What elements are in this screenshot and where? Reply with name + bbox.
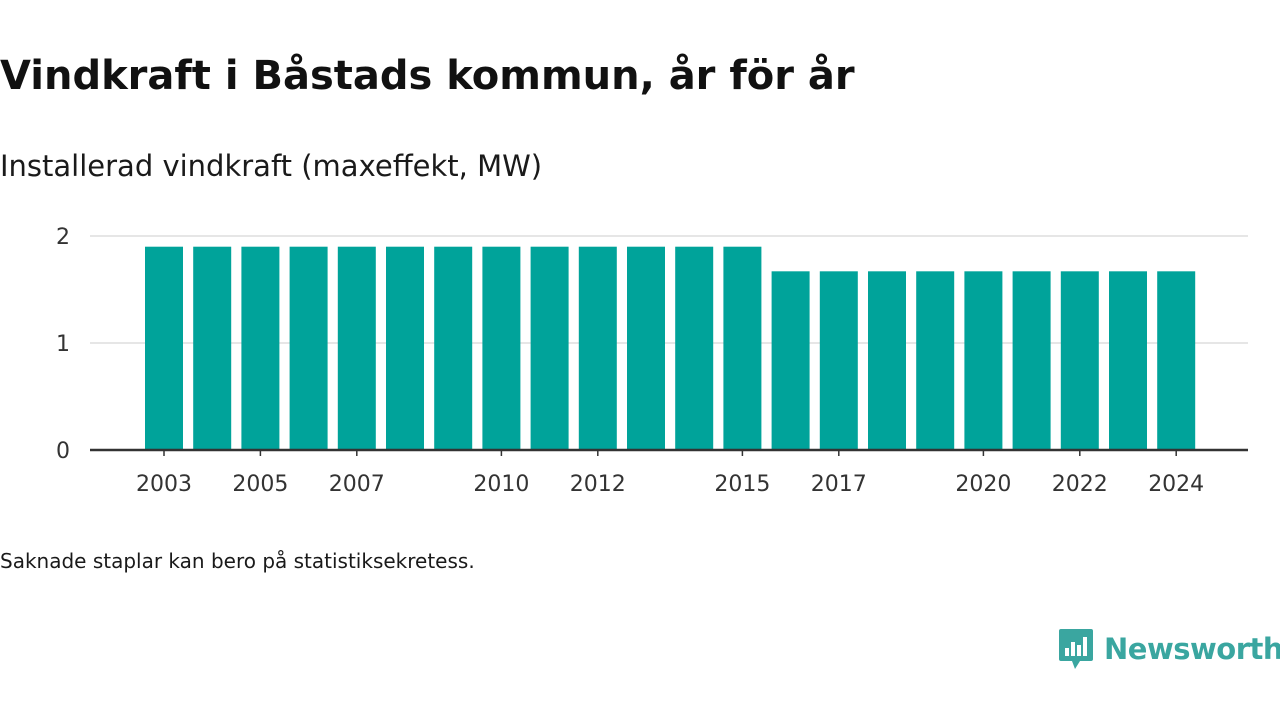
bar xyxy=(530,246,569,450)
bar xyxy=(289,246,328,450)
chart-title: Vindkraft i Båstads kommun, år för år xyxy=(0,53,855,99)
bar xyxy=(771,271,810,450)
bar-chart: 0 1 2 2003 2005 2007 2010 2012 2015 2017 2020 2022 2… xyxy=(56,225,1248,497)
brand-logo: Newsworthy xyxy=(1058,628,1280,670)
x-tick-label: 2005 xyxy=(232,472,288,497)
bar xyxy=(434,246,473,450)
x-tick-label: 2017 xyxy=(811,472,867,497)
y-tick-label: 1 xyxy=(56,332,70,357)
bar xyxy=(337,246,376,450)
bar xyxy=(578,246,617,450)
x-tick-label: 2015 xyxy=(714,472,770,497)
bar xyxy=(1157,271,1196,450)
bar xyxy=(819,271,858,450)
bar xyxy=(675,246,714,450)
bar xyxy=(241,246,280,450)
chart-subtitle: Installerad vindkraft (maxeffekt, MW) xyxy=(0,149,543,183)
chart-speech-bubble-icon xyxy=(1059,629,1093,669)
bar xyxy=(1012,271,1051,450)
bar xyxy=(386,246,424,450)
y-tick-label: 2 xyxy=(56,225,70,250)
bar xyxy=(916,271,955,450)
bar xyxy=(964,271,1003,450)
bar xyxy=(723,246,762,450)
bar xyxy=(1060,271,1099,450)
brand-name: Newsworthy xyxy=(1104,632,1280,666)
x-tick-label: 2007 xyxy=(329,472,385,497)
x-tick-label: 2020 xyxy=(955,472,1011,497)
bar xyxy=(1109,271,1147,450)
bar xyxy=(145,246,183,450)
x-tick-label: 2024 xyxy=(1148,472,1204,497)
x-tick-label: 2010 xyxy=(473,472,529,497)
bar xyxy=(193,246,232,450)
x-tick-label: 2003 xyxy=(136,472,192,497)
footnote: Saknade staplar kan bero på statistiksek… xyxy=(0,549,475,573)
x-tick-label: 2012 xyxy=(570,472,626,497)
y-tick-label: 0 xyxy=(56,439,70,464)
bar xyxy=(482,246,521,450)
bar xyxy=(627,246,665,450)
x-tick-label: 2022 xyxy=(1052,472,1108,497)
bar xyxy=(868,271,906,450)
